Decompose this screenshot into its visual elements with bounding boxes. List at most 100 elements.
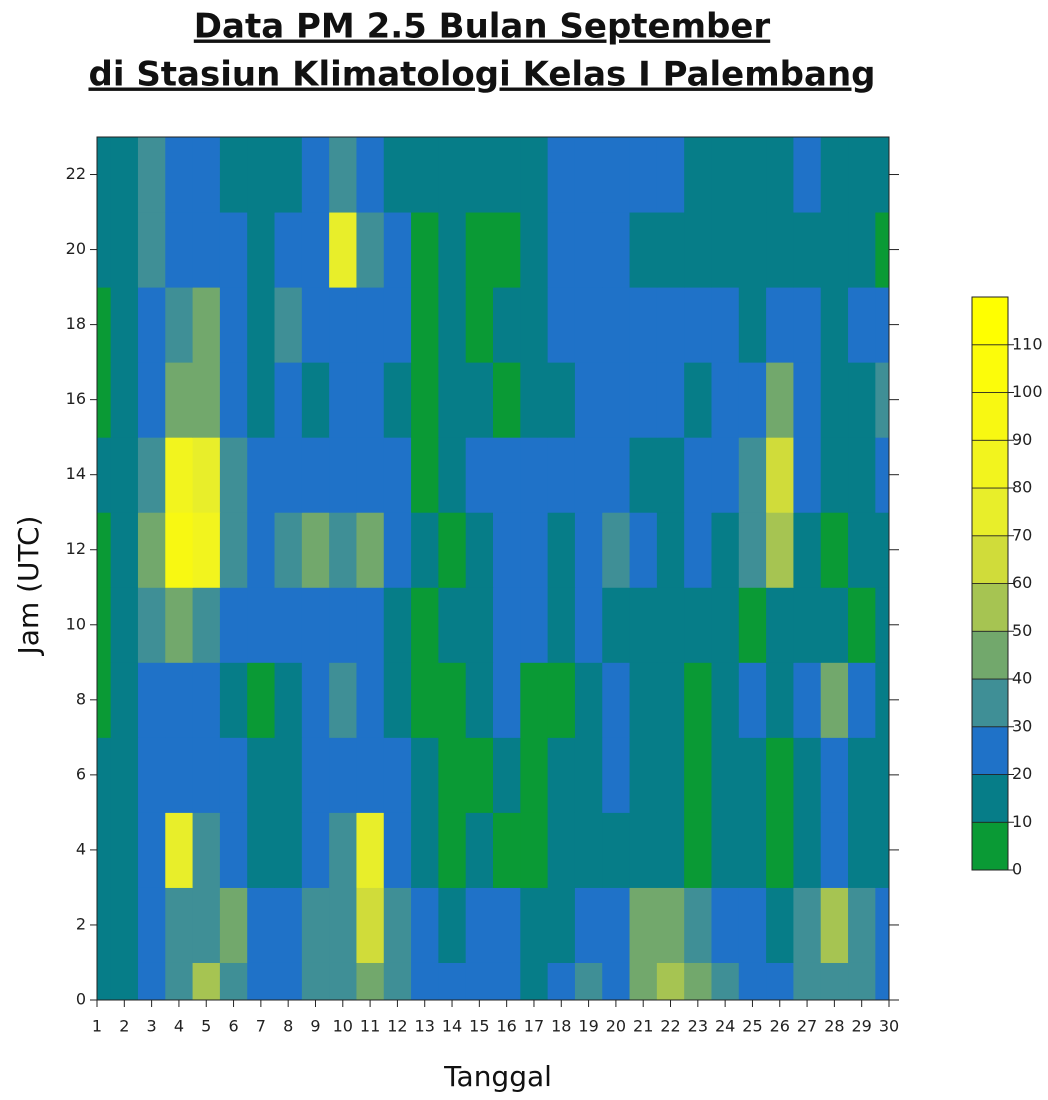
cell bbox=[247, 887, 276, 963]
cell bbox=[137, 287, 166, 363]
cell bbox=[192, 362, 221, 438]
cell bbox=[137, 587, 166, 663]
cell bbox=[247, 137, 276, 213]
colorbar-label: 30 bbox=[1012, 716, 1032, 735]
x-tick-label: 14 bbox=[442, 1017, 462, 1036]
cell bbox=[684, 737, 712, 813]
cell bbox=[766, 137, 794, 213]
x-tick-label: 21 bbox=[633, 1017, 653, 1036]
cell bbox=[711, 962, 740, 1000]
x-tick-label: 3 bbox=[147, 1017, 157, 1036]
cell bbox=[301, 737, 330, 813]
cell bbox=[438, 812, 467, 888]
cell bbox=[356, 287, 385, 363]
cell bbox=[574, 512, 603, 588]
x-tick-label: 10 bbox=[333, 1017, 353, 1036]
cell bbox=[97, 662, 112, 738]
cell bbox=[711, 887, 740, 963]
cell bbox=[97, 512, 112, 588]
x-tick-label: 15 bbox=[469, 1017, 489, 1036]
cell bbox=[684, 212, 712, 288]
cell bbox=[329, 662, 357, 738]
cell bbox=[165, 512, 194, 588]
x-tick-label: 29 bbox=[852, 1017, 872, 1036]
cell bbox=[411, 212, 439, 288]
cell bbox=[383, 437, 412, 513]
cell bbox=[520, 512, 549, 588]
x-tick-label: 8 bbox=[283, 1017, 293, 1036]
x-tick-label: 28 bbox=[824, 1017, 844, 1036]
x-tick-label: 5 bbox=[201, 1017, 211, 1036]
cell bbox=[465, 137, 494, 213]
cell bbox=[356, 962, 385, 1000]
cell bbox=[766, 812, 794, 888]
cell bbox=[110, 512, 139, 588]
cell bbox=[848, 587, 876, 663]
cell bbox=[629, 962, 658, 1000]
x-tick-label: 24 bbox=[715, 1017, 735, 1036]
cell bbox=[110, 962, 139, 1000]
cell bbox=[629, 512, 658, 588]
cell bbox=[247, 287, 276, 363]
cell bbox=[848, 212, 876, 288]
y-tick-label: 22 bbox=[66, 164, 86, 183]
cell bbox=[547, 887, 576, 963]
cell bbox=[547, 212, 576, 288]
cell bbox=[329, 512, 357, 588]
cell bbox=[711, 362, 740, 438]
colorbar-frame bbox=[971, 296, 1009, 871]
colorbar-label: 80 bbox=[1012, 478, 1032, 497]
cell bbox=[247, 812, 276, 888]
cell bbox=[165, 887, 194, 963]
cell bbox=[438, 962, 467, 1000]
cell bbox=[711, 812, 740, 888]
cell bbox=[875, 287, 889, 363]
cell bbox=[766, 212, 794, 288]
cell bbox=[165, 737, 194, 813]
cell bbox=[602, 362, 631, 438]
cell bbox=[438, 737, 467, 813]
cell bbox=[329, 887, 357, 963]
cell bbox=[438, 437, 467, 513]
cell bbox=[493, 812, 521, 888]
cell bbox=[629, 212, 658, 288]
cell bbox=[766, 362, 794, 438]
cell bbox=[738, 362, 767, 438]
cell bbox=[383, 587, 412, 663]
colorbar-band bbox=[971, 344, 1009, 393]
cell bbox=[219, 587, 248, 663]
cell bbox=[793, 662, 822, 738]
cell bbox=[110, 887, 139, 963]
cell bbox=[137, 812, 166, 888]
cell bbox=[493, 512, 521, 588]
cell bbox=[110, 137, 139, 213]
cell bbox=[520, 887, 549, 963]
colorbar-band bbox=[971, 630, 1009, 680]
cell bbox=[165, 287, 194, 363]
cell bbox=[875, 662, 889, 738]
cell bbox=[465, 662, 494, 738]
cell bbox=[602, 287, 631, 363]
cell bbox=[301, 212, 330, 288]
colorbar-band bbox=[971, 774, 1009, 823]
cell bbox=[465, 362, 494, 438]
cell bbox=[356, 662, 385, 738]
colorbar-band bbox=[971, 392, 1009, 441]
cell bbox=[684, 812, 712, 888]
cell bbox=[656, 662, 685, 738]
y-axis-title: Jam (UTC) bbox=[12, 516, 45, 657]
cell bbox=[820, 137, 849, 213]
colorbar-band bbox=[971, 726, 1009, 775]
cell bbox=[793, 362, 822, 438]
cell bbox=[411, 887, 439, 963]
cell bbox=[547, 437, 576, 513]
cell bbox=[110, 737, 139, 813]
cell bbox=[656, 212, 685, 288]
cell bbox=[438, 587, 467, 663]
cell bbox=[520, 662, 549, 738]
cell bbox=[520, 362, 549, 438]
cell bbox=[574, 437, 603, 513]
cell bbox=[301, 362, 330, 438]
colorbar-label: 60 bbox=[1012, 573, 1032, 592]
cell bbox=[766, 887, 794, 963]
